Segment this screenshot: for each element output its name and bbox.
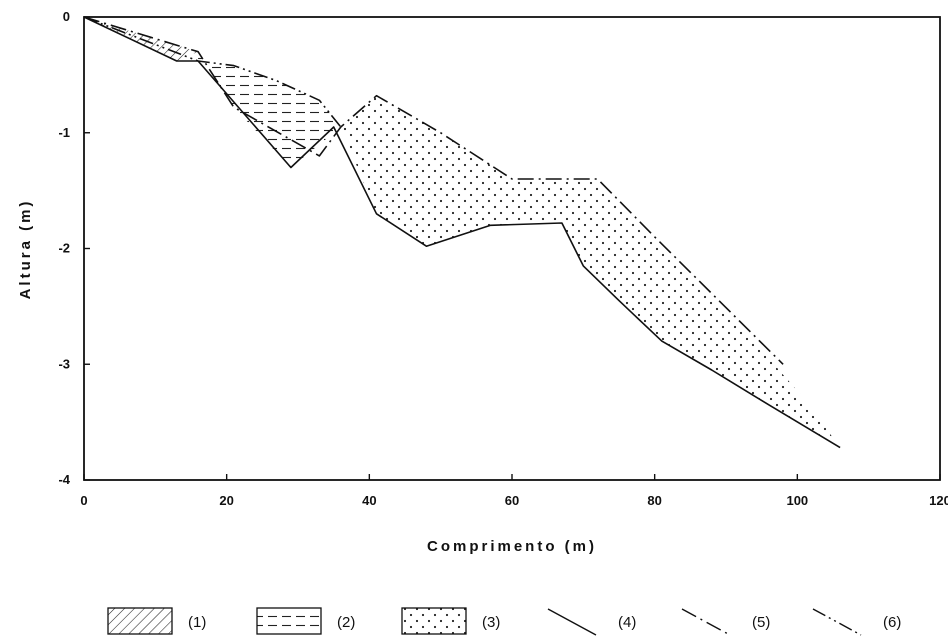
series-line-6: [83, 16, 342, 128]
x-tick-label: 80: [647, 493, 661, 508]
y-tick-label: -4: [58, 472, 70, 487]
ticks-layer: [83, 16, 941, 481]
y-tick-label: 0: [63, 9, 70, 24]
legend-item-1: (1): [107, 607, 206, 635]
legend-label: (1): [188, 614, 206, 631]
y-axis-label: Altura (m): [17, 199, 34, 300]
legend-label: (4): [618, 614, 636, 631]
legend-item-3: (3): [401, 607, 500, 635]
region-2: [198, 51, 341, 168]
legend-item-4: (4): [547, 608, 636, 636]
y-tick-label: -3: [58, 356, 70, 371]
legend-label: (6): [883, 614, 901, 631]
x-tick-label: 100: [786, 493, 808, 508]
series-line-5: [83, 16, 784, 365]
x-axis-label: Comprimento (m): [427, 538, 597, 555]
x-tick-label: 120: [929, 493, 948, 508]
legend-item-6: (6): [812, 608, 901, 636]
legend-line: [812, 608, 862, 636]
y-tick-label: -1: [58, 125, 70, 140]
x-tick-label: 60: [505, 493, 519, 508]
series-line-4: [83, 16, 841, 449]
regions-layer: [84, 17, 841, 448]
legend-label: (2): [337, 614, 355, 631]
legend-swatch: [107, 607, 173, 635]
legend-label: (3): [482, 614, 500, 631]
legend-line: [681, 608, 731, 636]
legend-item-2: (2): [256, 607, 355, 635]
legend-swatch: [256, 607, 322, 635]
series-layer: [83, 16, 841, 449]
y-tick-label: -2: [58, 241, 70, 256]
legend-label: (5): [752, 614, 770, 631]
x-tick-label: 20: [219, 493, 233, 508]
legend-item-5: (5): [681, 608, 770, 636]
x-tick-label: 40: [362, 493, 376, 508]
x-tick-label: 0: [80, 493, 87, 508]
tick-labels-layer: 0 20 40 60 80 100 120 0 -1 -2 -3 -4: [58, 9, 948, 508]
legend: (1) (2) (3) (4) (5) (6): [107, 607, 901, 636]
legend-swatch: [401, 607, 467, 635]
region-3: [340, 95, 841, 448]
legend-line: [547, 608, 597, 636]
